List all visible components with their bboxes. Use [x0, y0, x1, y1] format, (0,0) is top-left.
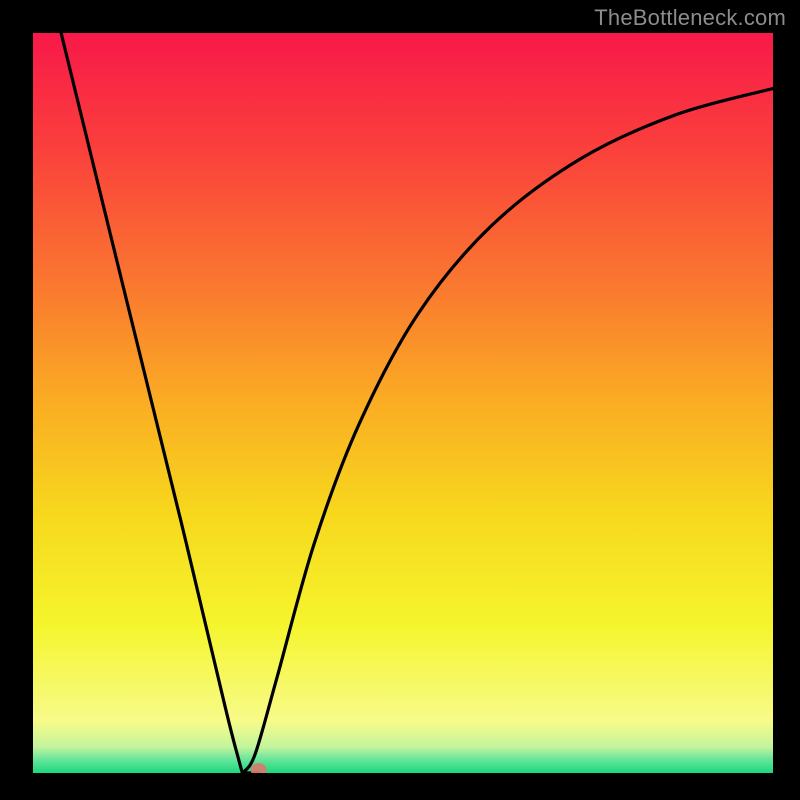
- chart-svg: [33, 33, 773, 773]
- bottleneck-curve: [61, 33, 773, 773]
- chart-plot-area: [33, 33, 773, 773]
- optimum-marker: [251, 763, 267, 773]
- watermark-text: TheBottleneck.com: [594, 5, 786, 31]
